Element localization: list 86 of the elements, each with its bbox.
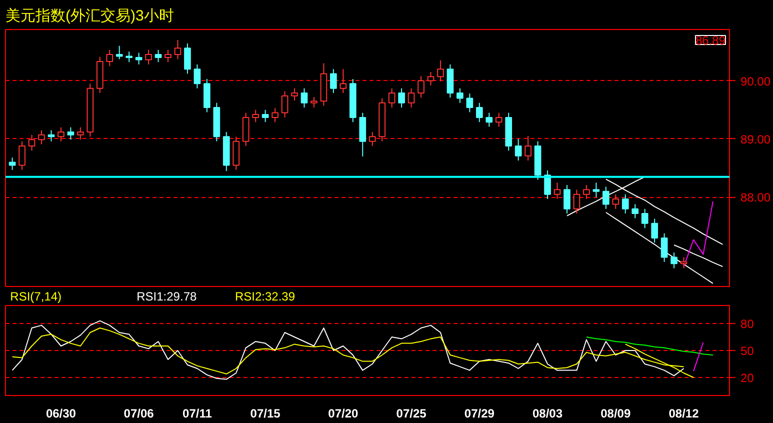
candlestick: [554, 182, 561, 200]
x-tick-label: 07/20: [328, 406, 359, 420]
x-tick-label: 07/25: [396, 406, 427, 420]
line-series: [605, 212, 714, 284]
candlestick: [476, 102, 483, 123]
candlestick: [602, 186, 610, 210]
candlestick: [232, 136, 240, 170]
y-tick-label: 90.00: [740, 74, 771, 88]
x-tick-label: 06/30: [46, 406, 76, 420]
candlestick: [573, 189, 580, 214]
line-series: [586, 336, 714, 356]
candlestick: [281, 90, 288, 118]
chart-title: 美元指数(外汇交易)3小时: [6, 8, 174, 24]
candlestick: [28, 134, 36, 152]
candlestick: [330, 68, 337, 94]
candlestick: [291, 88, 298, 102]
x-tick-label: 07/29: [464, 406, 495, 420]
candlestick: [154, 49, 162, 63]
y-tick-label: 20: [740, 371, 754, 385]
candlestick: [564, 184, 570, 214]
candlestick: [456, 88, 464, 104]
candlestick: [38, 130, 45, 145]
candlestick: [437, 60, 444, 82]
line-series: [12, 320, 684, 380]
candlestick: [368, 132, 376, 146]
candlestick: [418, 76, 424, 98]
candlestick: [58, 126, 64, 142]
text: RSI(7,14): [10, 290, 62, 304]
y-tick-label: 50: [740, 344, 754, 358]
candlestick: [204, 78, 210, 113]
candlestick: [622, 194, 629, 214]
candlestick: [680, 256, 688, 269]
candlestick: [660, 232, 668, 262]
candlestick: [67, 126, 74, 140]
y-tick-label: 80: [740, 317, 754, 331]
candlestick: [641, 208, 648, 229]
candlestick: [272, 108, 278, 123]
candlestick: [466, 93, 474, 113]
candlestick: [388, 88, 396, 108]
candlestick: [359, 112, 366, 157]
candlestick: [126, 51, 133, 63]
candlestick: [408, 88, 415, 108]
x-tick-label: 08/03: [532, 406, 563, 420]
candlestick: [300, 88, 308, 108]
candlestick: [18, 140, 26, 170]
candlestick: [524, 136, 532, 162]
candlestick: [164, 49, 172, 63]
candlestick: [495, 112, 502, 128]
candlestick: [651, 218, 658, 244]
candlestick: [632, 204, 639, 219]
candlestick: [612, 194, 620, 210]
x-tick-label: 08/12: [668, 406, 700, 420]
candlestick: [398, 88, 405, 108]
candlestick: [446, 64, 454, 98]
text: RSI1:29.78: [136, 290, 197, 304]
candlestick: [77, 126, 84, 140]
candlestick: [310, 96, 318, 108]
candlestick: [427, 72, 434, 86]
candlestick: [670, 252, 678, 269]
y-tick-label: 88.00: [740, 190, 771, 205]
line-series: [683, 200, 714, 268]
candlestick: [116, 45, 123, 60]
candlestick: [184, 42, 191, 74]
annotation: 86.89: [695, 34, 726, 48]
candlestick: [145, 49, 152, 65]
candlestick: [174, 39, 182, 60]
x-tick-label: 07/15: [250, 406, 281, 420]
text: RSI2:32.39: [234, 290, 296, 304]
candlestick: [135, 52, 142, 65]
line-series: [674, 244, 724, 268]
y-tick-label: 89.00: [740, 132, 771, 146]
candlestick: [583, 184, 590, 200]
candlestick: [106, 49, 114, 67]
candlestick: [252, 109, 260, 123]
x-tick-label: 07/11: [182, 406, 212, 420]
candlestick: [194, 64, 201, 89]
candlestick: [514, 138, 522, 162]
candlestick: [48, 130, 55, 142]
candlestick: [340, 68, 347, 94]
x-tick-label: 08/09: [600, 406, 631, 420]
x-tick-label: 07/06: [124, 406, 154, 420]
candlestick: [242, 112, 250, 146]
candlestick: [544, 170, 551, 200]
candlestick: [592, 182, 600, 198]
candlestick: [262, 109, 269, 123]
candlestick: [486, 112, 493, 128]
